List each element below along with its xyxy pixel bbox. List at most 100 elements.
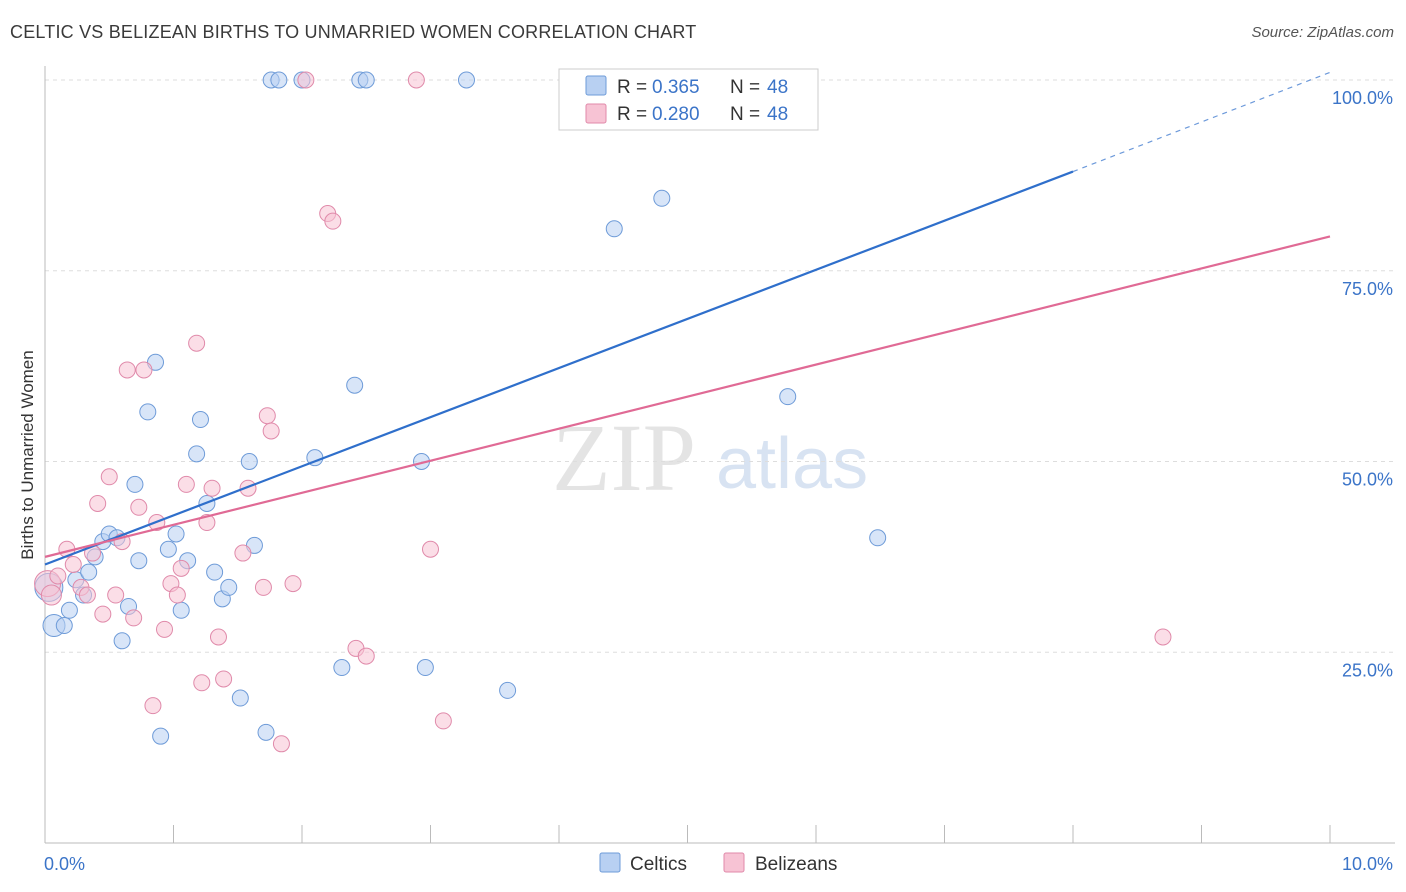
celtic-point-17 (152, 727, 170, 745)
legend-r-label-belizean: R = (617, 104, 647, 125)
celtic-point-28 (231, 689, 249, 707)
belizean-point-43 (422, 540, 439, 558)
bottom-legend-swatch-belizean (723, 852, 745, 873)
belizean-point-13 (118, 361, 136, 379)
celtic-point-42 (457, 71, 475, 89)
y-tick-label-75: 75.0% (1342, 279, 1393, 299)
belizean-point-22 (172, 559, 190, 577)
belizean-point-15 (130, 498, 148, 516)
legend-box: R = 0.365 N = 48 R = 0.280 N = 48 (558, 68, 819, 131)
legend-r-value-belizean: 0.280 (652, 104, 700, 125)
gridlines (45, 79, 1395, 653)
watermark-zip: ZIP (552, 404, 696, 511)
celtic-point-29 (240, 453, 258, 470)
belizean-point-17 (144, 697, 162, 715)
celtic-point-25 (206, 563, 224, 581)
y-axis-title: Births to Unmarried Women (18, 350, 37, 559)
celtic-point-14 (130, 552, 148, 570)
belizean-point-29 (215, 670, 233, 688)
belizean-point-41 (357, 647, 375, 665)
celtic-point-18 (159, 540, 177, 558)
legend-swatch-belizean (585, 103, 607, 124)
belizean-point-42 (407, 71, 425, 89)
belizean-point-37 (297, 71, 315, 89)
watermark-atlas: atlas (716, 424, 868, 504)
x-tick-label-min: 0.0% (44, 854, 85, 874)
celtic-point-33 (270, 71, 288, 89)
belizean-point-28 (209, 628, 227, 646)
belizean-point-39 (324, 212, 342, 230)
legend-r-value-celtic: 0.365 (652, 77, 700, 98)
y-tick-label-50: 50.0% (1342, 470, 1393, 490)
belizean-point-35 (272, 735, 290, 753)
belizean-point-9 (94, 605, 112, 623)
belizean-point-32 (254, 578, 272, 596)
celtic-point-44 (605, 220, 623, 238)
belizean-trend-line (44, 235, 1331, 558)
celtic-point-11 (113, 632, 131, 650)
celtic-point-23 (191, 411, 209, 429)
belizean-points (34, 71, 1172, 753)
y-tick-label-25: 25.0% (1342, 660, 1393, 680)
belizean-point-1 (40, 584, 62, 606)
bottom-legend: Celtics Belizeans (599, 852, 837, 875)
celtic-point-39 (357, 71, 375, 89)
x-tick-label-max: 10.0% (1342, 854, 1393, 874)
celtic-point-41 (416, 659, 434, 677)
celtic-trend-line (44, 170, 1074, 566)
belizean-point-4 (64, 556, 82, 574)
belizean-point-11 (107, 586, 125, 604)
legend-swatch-celtic (585, 75, 607, 96)
source-label: Source: ZipAtlas.com (1251, 24, 1394, 41)
legend-n-label-celtic: N = (730, 77, 760, 98)
celtic-point-36 (333, 659, 351, 677)
belizean-point-23 (177, 475, 195, 493)
celtic-point-43 (499, 681, 517, 699)
celtic-point-15 (139, 403, 157, 421)
legend-r-label-celtic: R = (617, 77, 647, 98)
belizean-point-44 (434, 712, 452, 730)
bottom-legend-swatch-celtic (599, 852, 621, 873)
belizean-point-24 (188, 334, 206, 352)
celtic-point-20 (172, 601, 190, 619)
belizean-point-33 (258, 407, 276, 425)
celtic-point-46 (779, 388, 797, 406)
y-tick-labels: 25.0% 50.0% 75.0% 100.0% (1332, 88, 1393, 680)
bottom-legend-belizean: Belizeans (755, 854, 837, 875)
legend-n-value-belizean: 48 (767, 104, 788, 125)
celtic-point-6 (80, 563, 98, 581)
celtic-point-45 (653, 189, 671, 207)
belizean-point-47 (1154, 628, 1172, 646)
celtic-point-2 (55, 617, 73, 635)
legend-n-value-celtic: 48 (767, 77, 788, 98)
chart-title: CELTIC VS BELIZEAN BIRTHS TO UNMARRIED W… (10, 22, 697, 42)
belizean-point-21 (168, 586, 186, 604)
legend-n-label-belizean: N = (730, 104, 760, 125)
x-axis-ticks (44, 825, 1331, 843)
belizean-point-2 (49, 567, 67, 585)
celtic-point-37 (346, 376, 364, 394)
belizean-point-25 (193, 674, 211, 692)
celtic-point-27 (220, 578, 238, 596)
belizean-point-27 (203, 479, 221, 497)
celtic-point-47 (869, 529, 887, 547)
belizean-point-30 (234, 544, 252, 562)
celtic-point-31 (257, 723, 275, 741)
celtic-point-19 (167, 525, 185, 543)
belizean-point-16 (135, 361, 153, 379)
y-tick-label-100: 100.0% (1332, 88, 1393, 108)
trend-lines (44, 71, 1331, 566)
belizean-point-36 (284, 575, 302, 593)
celtic-point-3 (60, 601, 78, 619)
belizean-point-6 (78, 586, 96, 604)
bottom-legend-celtic: Celtics (630, 854, 687, 875)
celtic-point-13 (126, 475, 144, 493)
belizean-point-14 (125, 609, 143, 627)
belizean-point-19 (156, 620, 174, 638)
celtic-point-22 (188, 445, 206, 463)
belizean-point-10 (100, 468, 118, 486)
belizean-point-8 (89, 494, 107, 512)
celtic-points (34, 71, 887, 745)
celtic-trend-extension (1072, 71, 1331, 173)
